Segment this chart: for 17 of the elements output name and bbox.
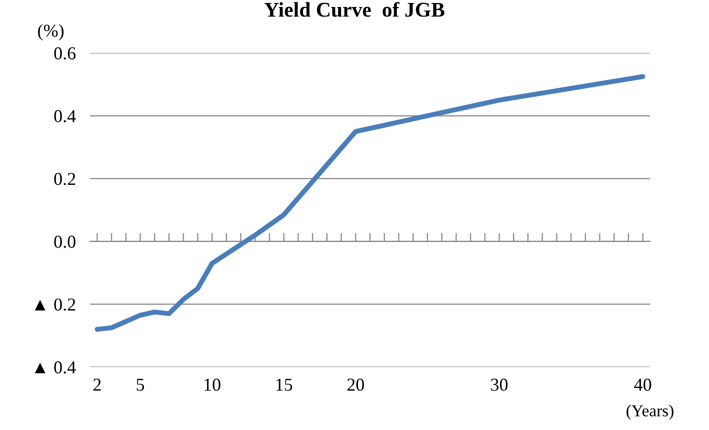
chart-title: Yield Curve of JGB [264, 2, 444, 17]
y-axis-title: (%) [38, 24, 64, 40]
y-tick-label: 0.0 [54, 236, 76, 248]
y-tick-label: 0.6 [54, 47, 76, 60]
x-tick-label: 15 [276, 378, 292, 391]
x-tick-label: 20 [347, 378, 364, 391]
y-tick-label: ▲ 0.2 [34, 298, 76, 311]
x-tick-label: 5 [136, 378, 144, 391]
x-axis-title: (Years) [626, 404, 674, 420]
line-series [94, 74, 646, 332]
x-tick-label: 2 [93, 378, 101, 391]
x-tick-label: 40 [634, 378, 652, 391]
y-tick-label: ▲ 0.4 [34, 361, 76, 374]
y-tick-label: 0.4 [54, 110, 76, 122]
y-tick-label: 0.2 [54, 172, 76, 186]
x-tick-label: 30 [491, 378, 508, 391]
x-tick-label: 10 [204, 378, 220, 391]
